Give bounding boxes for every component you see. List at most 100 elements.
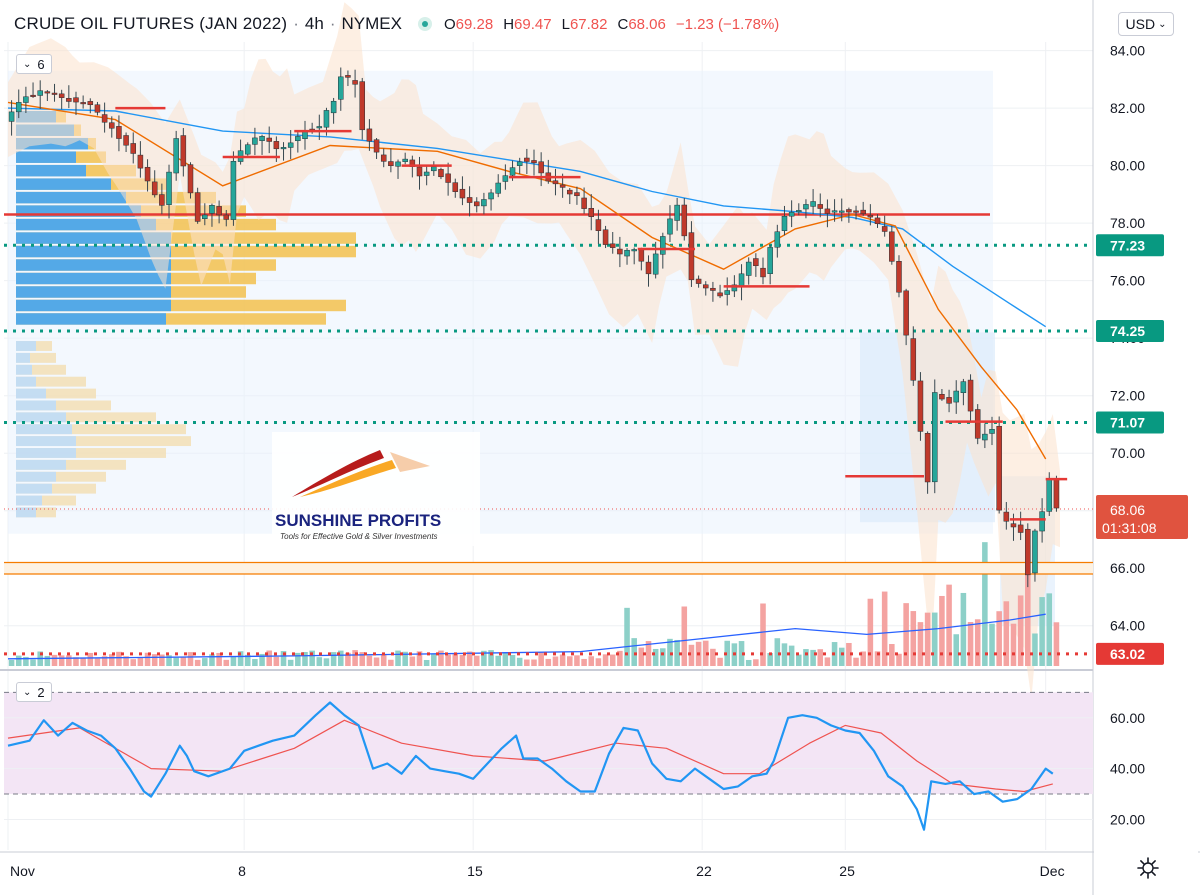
close-label: C bbox=[617, 15, 629, 33]
volume-bar bbox=[187, 652, 194, 666]
watermark-logo: SUNSHINE PROFITS Tools for Effective Gold… bbox=[272, 432, 480, 546]
volume-bar bbox=[302, 652, 308, 666]
candle-body bbox=[874, 217, 881, 225]
watermark-tagline: Tools for Effective Gold & Silver Invest… bbox=[280, 532, 438, 541]
volume-bar bbox=[151, 654, 158, 666]
x-tick-label: 8 bbox=[238, 863, 246, 879]
volume-bar bbox=[846, 642, 852, 666]
volume-bar bbox=[359, 652, 366, 666]
volume-bar bbox=[8, 659, 15, 666]
profile-bar bbox=[16, 495, 42, 506]
candle-body bbox=[252, 137, 258, 145]
candle-body bbox=[602, 229, 609, 245]
volume-bar bbox=[287, 659, 294, 666]
candle-body bbox=[23, 96, 29, 103]
candle-body bbox=[788, 211, 795, 217]
profile-bar bbox=[16, 412, 66, 423]
volume-bar bbox=[760, 603, 766, 666]
y-tick-label: 20.00 bbox=[1110, 811, 1145, 827]
candle-body bbox=[853, 210, 859, 213]
y-tick-label: 72.00 bbox=[1110, 388, 1145, 404]
ma-slow-line bbox=[7, 107, 1047, 328]
y-tick-label: 66.00 bbox=[1110, 560, 1145, 576]
candle-body bbox=[960, 381, 967, 393]
exchange-label: NYMEX bbox=[341, 14, 402, 33]
candle-body bbox=[101, 114, 108, 123]
candle-body bbox=[123, 135, 129, 146]
candle-body bbox=[867, 214, 874, 218]
volume-bar bbox=[216, 652, 222, 666]
chevron-down-icon: ⌄ bbox=[1158, 18, 1167, 30]
candle-body bbox=[109, 122, 115, 129]
candle-body bbox=[216, 206, 222, 216]
candle-body bbox=[846, 209, 852, 213]
candle-body bbox=[595, 219, 602, 231]
candle-body bbox=[796, 210, 802, 213]
volume-bar bbox=[395, 650, 401, 666]
indicator-count: 6 bbox=[37, 56, 45, 72]
volume-bar bbox=[1010, 623, 1017, 666]
currency-dropdown[interactable]: USD ⌄ bbox=[1118, 12, 1174, 36]
candle-body bbox=[617, 248, 623, 255]
symbol-title[interactable]: CRUDE OIL FUTURES (JAN 2022) bbox=[14, 14, 288, 33]
candle-body bbox=[338, 76, 344, 100]
candle-body bbox=[144, 166, 151, 182]
volume-bar bbox=[531, 659, 537, 666]
candle-body bbox=[574, 192, 580, 197]
volume-bar bbox=[87, 652, 94, 666]
candle-body bbox=[667, 218, 673, 235]
candle-body bbox=[187, 164, 194, 194]
volume-bar bbox=[459, 654, 466, 666]
x-tick-label: Nov bbox=[10, 863, 35, 879]
rsi-pane-indicators-button[interactable]: ⌄ 2 bbox=[16, 682, 52, 702]
price-level-tag bbox=[1096, 642, 1164, 665]
watermark-brand: SUNSHINE PROFITS bbox=[275, 511, 441, 530]
volume-bar bbox=[924, 612, 931, 666]
candle-body bbox=[509, 167, 516, 176]
interval-label[interactable]: 4h bbox=[304, 14, 324, 33]
volume-bar bbox=[502, 651, 509, 666]
volume-bar bbox=[581, 658, 587, 666]
logo-swoosh bbox=[292, 450, 384, 497]
profile-bar bbox=[16, 388, 46, 399]
volume-bar bbox=[931, 612, 938, 666]
candle-body bbox=[803, 204, 809, 210]
support-zone bbox=[4, 562, 1093, 574]
profile-bar bbox=[16, 471, 56, 482]
profile-bar bbox=[16, 400, 111, 411]
candle-body bbox=[8, 111, 15, 122]
profile-bar bbox=[16, 259, 171, 271]
volume-bar bbox=[23, 656, 29, 666]
separator-dot: · bbox=[293, 14, 299, 33]
candle-body bbox=[302, 131, 308, 139]
separator-dot: · bbox=[329, 14, 336, 33]
market-status-icon[interactable] bbox=[417, 17, 432, 31]
candle-body bbox=[116, 126, 122, 139]
indicator-count: 2 bbox=[37, 684, 45, 700]
low-label: L bbox=[561, 15, 570, 33]
volume-bar bbox=[337, 650, 344, 666]
volume-bar bbox=[252, 659, 258, 666]
candle-body bbox=[159, 194, 165, 206]
profile-bar bbox=[16, 400, 56, 411]
gear-icon[interactable] bbox=[1136, 856, 1160, 880]
volume-bar bbox=[960, 592, 967, 666]
volume-bar bbox=[989, 623, 995, 666]
candle-body bbox=[316, 126, 323, 129]
main-pane-indicators-button[interactable]: ⌄ 6 bbox=[16, 54, 52, 74]
candle-body bbox=[674, 204, 680, 221]
volume-bar bbox=[116, 651, 122, 666]
price-level-tag bbox=[1096, 411, 1164, 434]
profile-bar bbox=[16, 232, 356, 244]
volume-bar bbox=[1032, 633, 1038, 666]
volume-bar bbox=[681, 606, 688, 666]
candle-body bbox=[695, 278, 702, 284]
candle-body bbox=[445, 173, 451, 183]
y-tick-label: 78.00 bbox=[1110, 215, 1145, 231]
volume-bar bbox=[66, 655, 72, 666]
axis-background bbox=[1094, 0, 1198, 895]
volume-bar bbox=[295, 652, 301, 666]
volume-bar bbox=[481, 650, 487, 666]
volume-bar bbox=[309, 650, 315, 666]
volume-bar bbox=[889, 644, 895, 666]
